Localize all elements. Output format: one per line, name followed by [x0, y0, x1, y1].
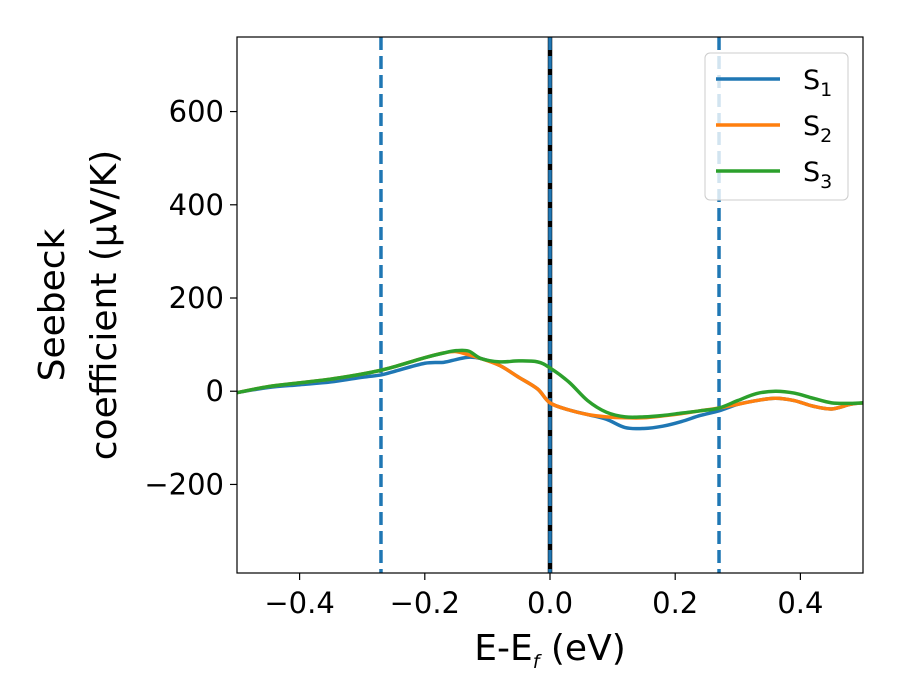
- legend: S1 S2 S3: [704, 52, 849, 201]
- legend-label-s2: S2: [803, 111, 832, 147]
- y-axis-label: Seebeck coefficient (μV/K): [32, 150, 125, 460]
- x-tick-label: 0.2: [652, 586, 698, 620]
- x-tick-label: 0.0: [527, 586, 573, 620]
- x-axis-label: E-Ef (eV): [474, 628, 626, 673]
- x-axis-label-sub: f: [533, 651, 543, 673]
- x-axis-ticks: −0.4 −0.2 0.0 0.2 0.4: [264, 573, 823, 620]
- legend-label-s3: S3: [803, 157, 832, 193]
- x-axis-label-main: E-E: [474, 628, 532, 669]
- reference-lines: [379, 37, 721, 573]
- y-axis-ticks: −200 0 200 400 600: [144, 95, 237, 501]
- series-line-s3: [237, 348, 863, 420]
- y-axis-label-line2: coefficient (μV/K): [84, 150, 125, 460]
- x-tick-label: −0.4: [264, 586, 334, 620]
- series-layer: [237, 348, 863, 431]
- x-tick-label: 0.4: [777, 586, 823, 620]
- y-tick-label: 0: [206, 374, 224, 408]
- x-tick-label: −0.2: [390, 586, 460, 620]
- y-axis-label-line1: Seebeck: [32, 228, 73, 381]
- y-tick-label: 600: [169, 95, 224, 129]
- legend-label-s1: S1: [803, 65, 832, 101]
- y-tick-label: −200: [144, 467, 224, 501]
- y-tick-label: 200: [169, 281, 224, 315]
- x-axis-label-unit: (eV): [539, 628, 625, 669]
- y-tick-label: 400: [169, 188, 224, 222]
